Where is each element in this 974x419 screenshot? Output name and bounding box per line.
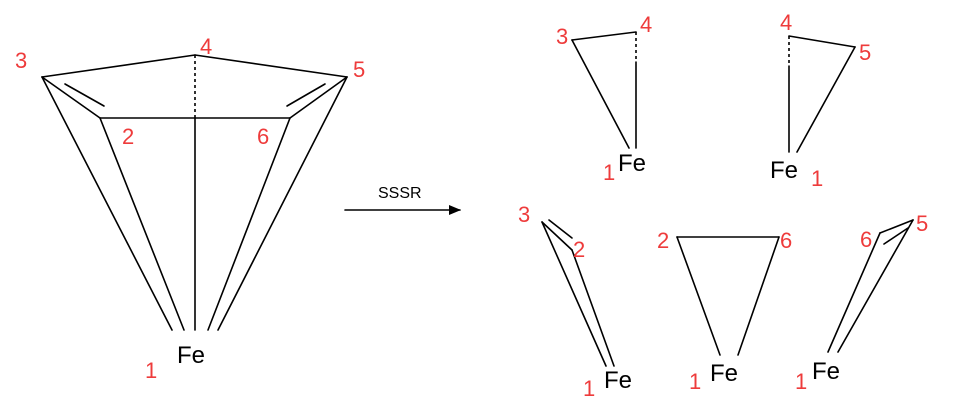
ring-d-bond-6-fe bbox=[737, 236, 780, 356]
ring-a-number-1: 1 bbox=[603, 160, 615, 185]
number-1: 1 bbox=[145, 358, 157, 383]
ring-4-5-fe: 4 5 Fe 1 bbox=[770, 10, 871, 191]
ring-a-bond-3-4 bbox=[571, 31, 637, 41]
ring-6-5-fe: 6 5 Fe 1 bbox=[795, 211, 928, 394]
ring-d-number-1: 1 bbox=[689, 369, 701, 394]
ring-e-number-6: 6 bbox=[860, 227, 872, 252]
reaction-arrow: SSSR bbox=[344, 185, 461, 215]
ring-3-2-fe: 3 2 Fe 1 bbox=[518, 202, 632, 401]
ring-c-bond-2-fe bbox=[571, 249, 615, 367]
ring-d-fe-label: Fe bbox=[710, 360, 738, 387]
ring-e-bond-5-fe bbox=[837, 219, 914, 353]
ring-b-number-4: 4 bbox=[780, 10, 792, 35]
ring-e-number-1: 1 bbox=[795, 369, 807, 394]
bond-3-2 bbox=[41, 76, 101, 119]
ring-a-number-3: 3 bbox=[556, 24, 568, 49]
ring-c-bond-3-fe bbox=[541, 221, 607, 367]
bond-5-fe bbox=[217, 76, 348, 331]
number-4: 4 bbox=[200, 34, 212, 59]
ring-d-number-2: 2 bbox=[657, 228, 669, 253]
ring-c-number-2: 2 bbox=[573, 237, 585, 262]
ring-e-bond-6-fe bbox=[827, 232, 881, 353]
ring-d-number-6: 6 bbox=[780, 228, 792, 253]
ring-c-fe-label: Fe bbox=[604, 367, 632, 394]
ring-e-fe-label: Fe bbox=[812, 358, 840, 385]
number-5: 5 bbox=[353, 57, 365, 82]
bond-2-fe bbox=[99, 117, 185, 331]
ring-b-number-1: 1 bbox=[811, 166, 823, 191]
ring-e-bond-6-5 bbox=[879, 219, 914, 234]
ring-b-bond-5-fe bbox=[796, 46, 856, 153]
arrow-label: SSSR bbox=[378, 185, 422, 202]
bond-5-6 bbox=[289, 76, 348, 119]
ring-b-fe-label: Fe bbox=[770, 157, 798, 184]
number-6: 6 bbox=[257, 124, 269, 149]
ring-c-number-1: 1 bbox=[583, 376, 595, 401]
bond-4-5 bbox=[194, 54, 348, 78]
ring-2-6-fe: 2 6 Fe 1 bbox=[657, 228, 792, 394]
bond-3-4 bbox=[41, 54, 196, 78]
number-2: 2 bbox=[122, 124, 134, 149]
ring-b-number-5: 5 bbox=[859, 40, 871, 65]
ring-e-number-5: 5 bbox=[916, 211, 928, 236]
ring-3-4-fe: 3 4 Fe 1 bbox=[556, 12, 652, 185]
bond-3-2-inner bbox=[64, 83, 105, 107]
ring-c-number-3: 3 bbox=[518, 202, 530, 227]
ring-c-bond-3-2 bbox=[541, 221, 573, 251]
fe-atom-label: Fe bbox=[177, 342, 205, 369]
bond-6-fe bbox=[207, 117, 291, 331]
ring-a-fe-label: Fe bbox=[618, 150, 646, 177]
ring-a-number-4: 4 bbox=[640, 12, 652, 37]
number-3: 3 bbox=[15, 48, 27, 73]
ring-b-bond-4-5 bbox=[788, 35, 856, 48]
full-molecule: Fe 1 2 3 4 5 6 bbox=[15, 34, 365, 383]
bond-3-fe bbox=[41, 76, 173, 331]
ring-a-bond-3-fe bbox=[571, 39, 630, 149]
bond-5-6-inner bbox=[286, 83, 326, 107]
ring-c-bond-3-2-inner bbox=[548, 219, 573, 239]
ring-d-bond-2-fe bbox=[676, 236, 721, 356]
ring-e-bond-6-5-inner bbox=[883, 227, 909, 245]
